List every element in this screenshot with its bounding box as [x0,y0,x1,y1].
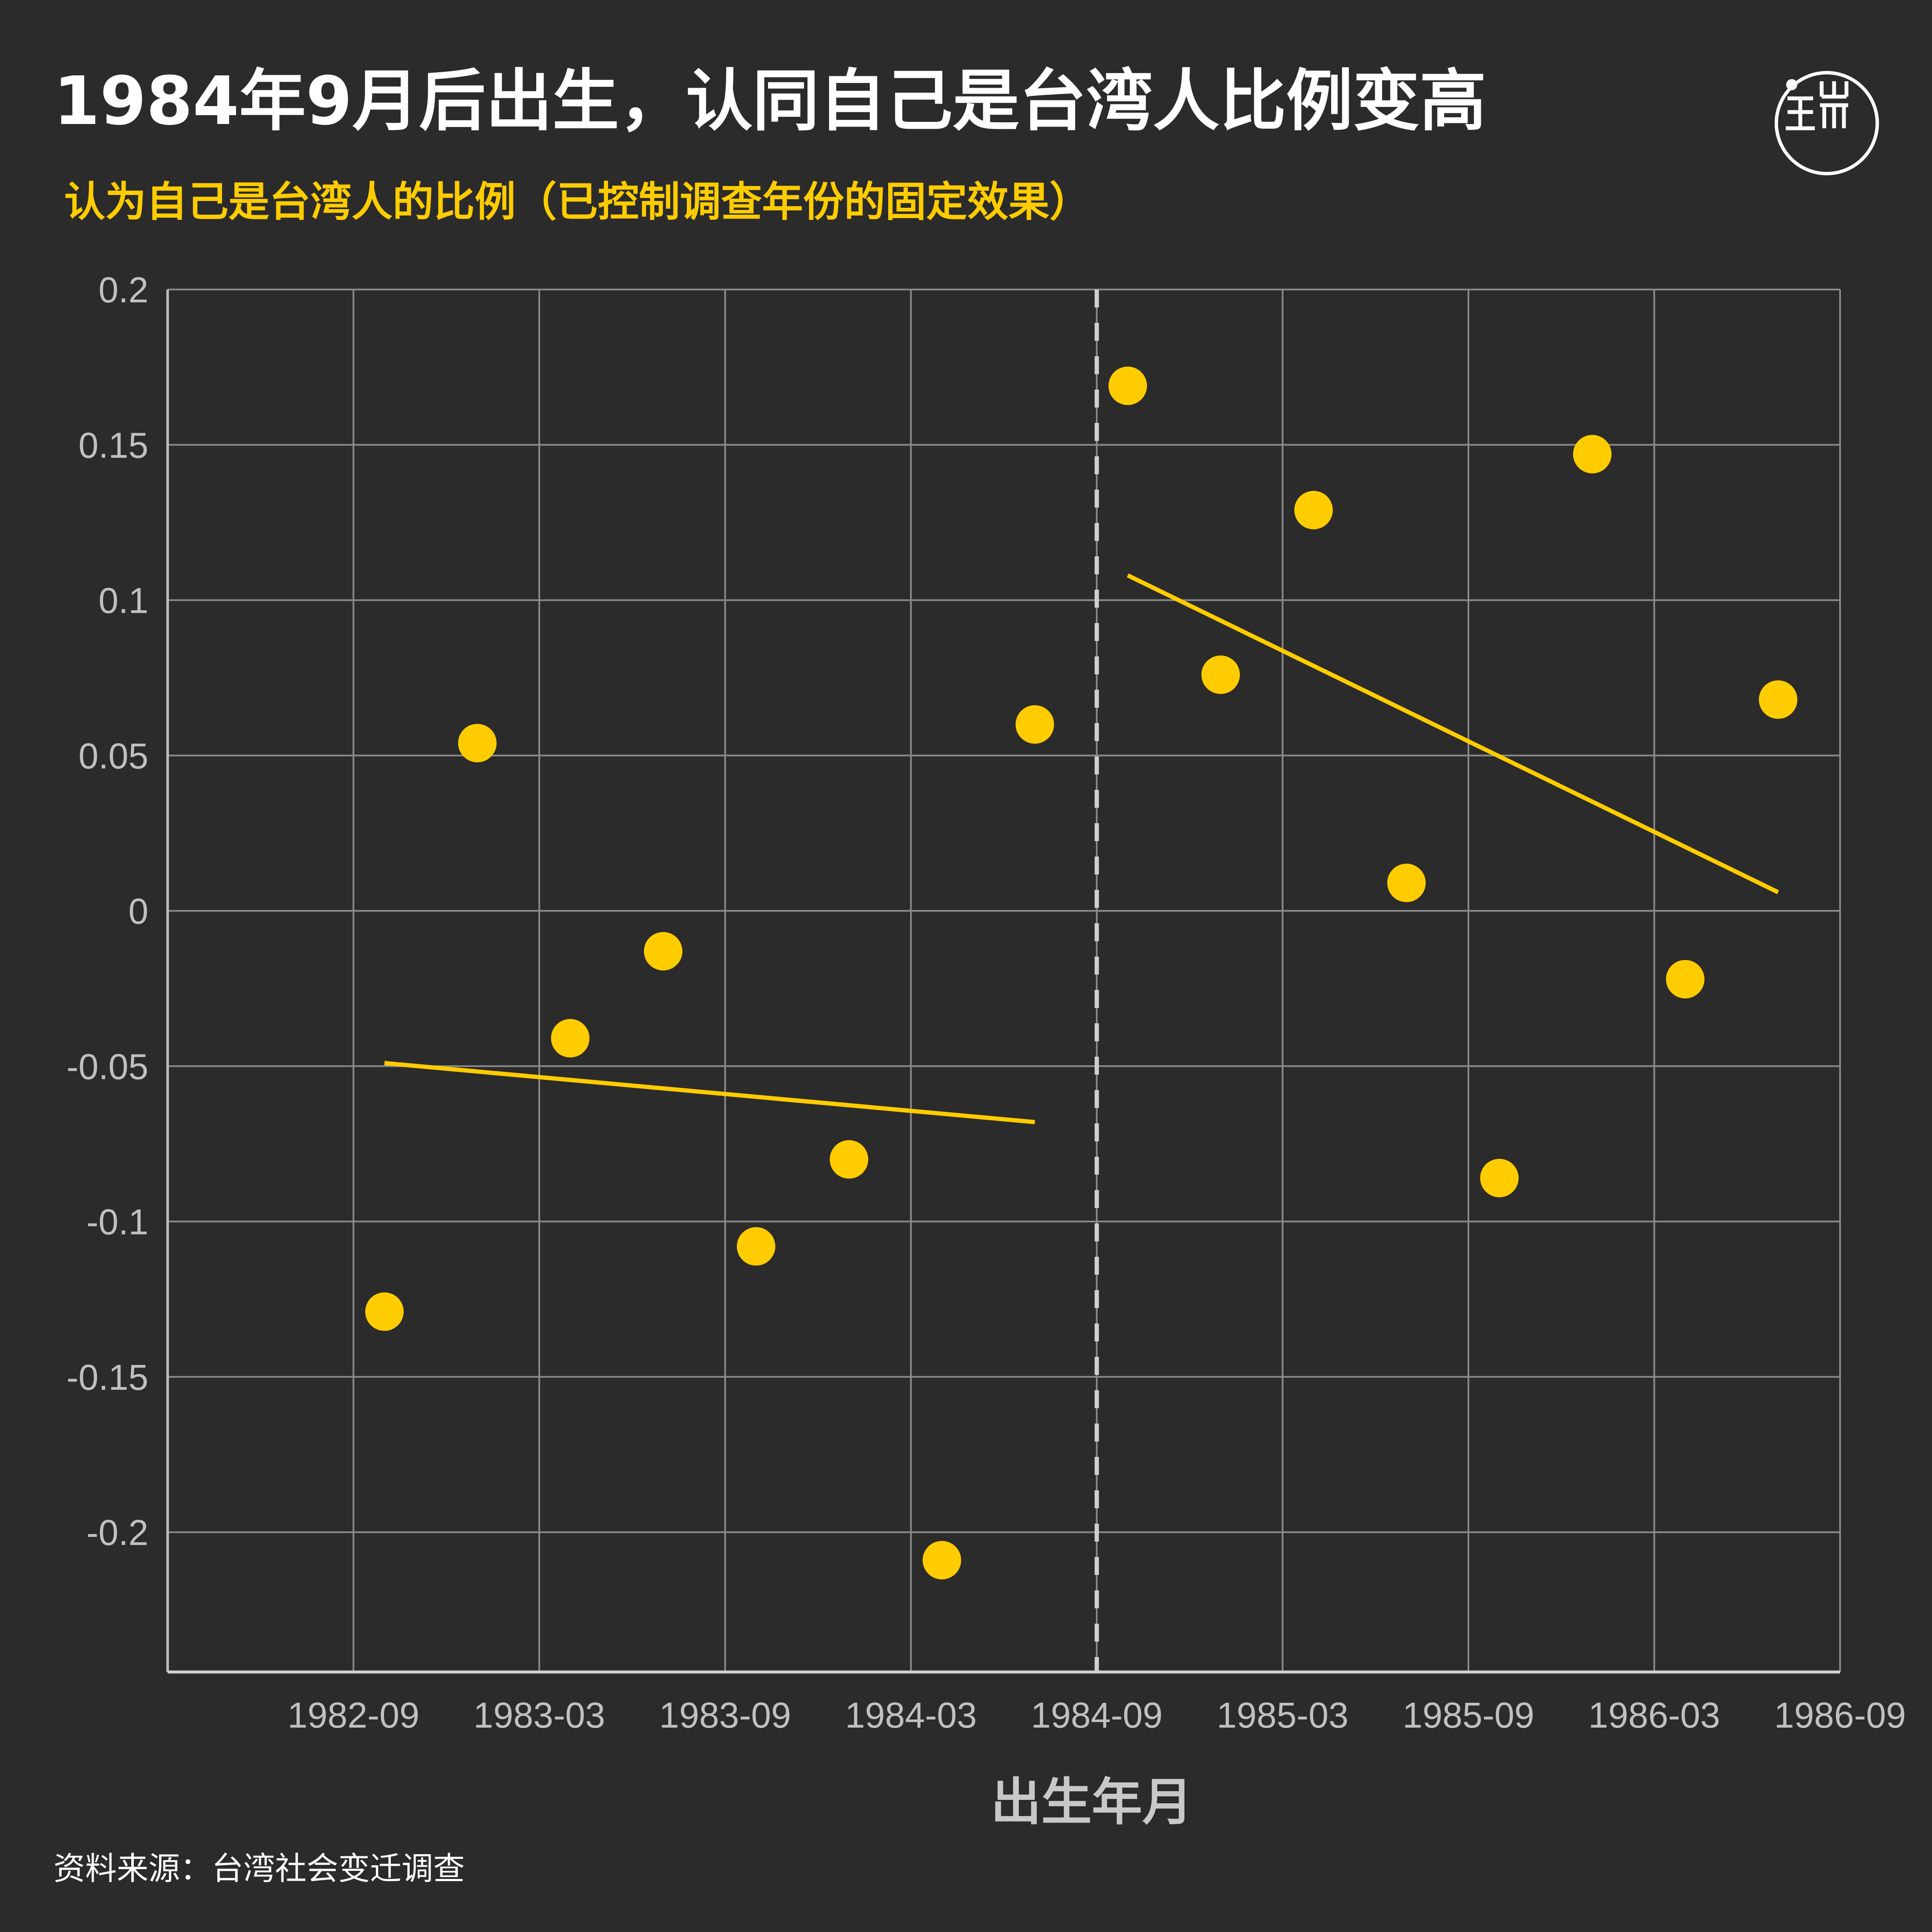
data-point [644,932,682,971]
data-point [830,1140,869,1179]
x-tick-label: 1984-03 [845,1695,977,1735]
x-tick-label: 1984-09 [1031,1695,1163,1735]
x-tick-label: 1985-03 [1217,1695,1348,1735]
y-tick-label: 0.05 [79,736,149,776]
data-point [1201,655,1240,694]
chart-subtitle: 认为自己是台湾人的比例（已控制调查年份的固定效果） [64,178,1090,226]
logo-icon [1775,71,1879,175]
fit-line [384,1061,1035,1125]
data-point [1108,366,1147,405]
data-point [1387,863,1426,902]
plot-area: 0.2 0.15 0.1 0.05 0 -0.05 -0.1 -0.15 -0.2 1982-09… [67,270,1906,1735]
data-point [1015,705,1054,744]
data-point [922,1541,961,1580]
y-tick-label: -0.05 [67,1046,148,1087]
data-point [1573,435,1612,474]
x-tick-label: 1982-09 [287,1695,419,1735]
data-point [1759,680,1798,719]
x-tick-label: 1986-09 [1774,1695,1906,1735]
data-point [1294,490,1333,529]
x-axis-label: 出生年月 [991,1772,1193,1832]
y-tick-label: 0.1 [98,581,148,621]
data-point [737,1227,776,1266]
x-tick-label: 1986-03 [1588,1695,1720,1735]
x-tick-label: 1985-09 [1403,1695,1534,1735]
x-tick-label: 1983-09 [659,1695,791,1735]
y-tick-label: 0.15 [79,425,149,465]
data-point [365,1292,404,1331]
source-note: 资料来源：台湾社会变迁调查 [53,1850,465,1887]
y-tick-label: -0.1 [86,1202,148,1242]
y-tick-label: -0.15 [67,1357,148,1397]
data-point [1480,1158,1519,1197]
y-tick-label: 0.2 [98,270,148,310]
x-tick-label: 1983-03 [473,1695,605,1735]
data-point [551,1019,590,1058]
fit-line [1127,573,1779,894]
data-point [458,724,497,762]
y-tick-label: -0.2 [86,1513,148,1553]
y-tick-label: 0 [128,891,148,931]
data-point [1666,960,1705,998]
chart-title: 1984年9月后出生，认同自己是台湾人比例变高 [53,62,1486,140]
